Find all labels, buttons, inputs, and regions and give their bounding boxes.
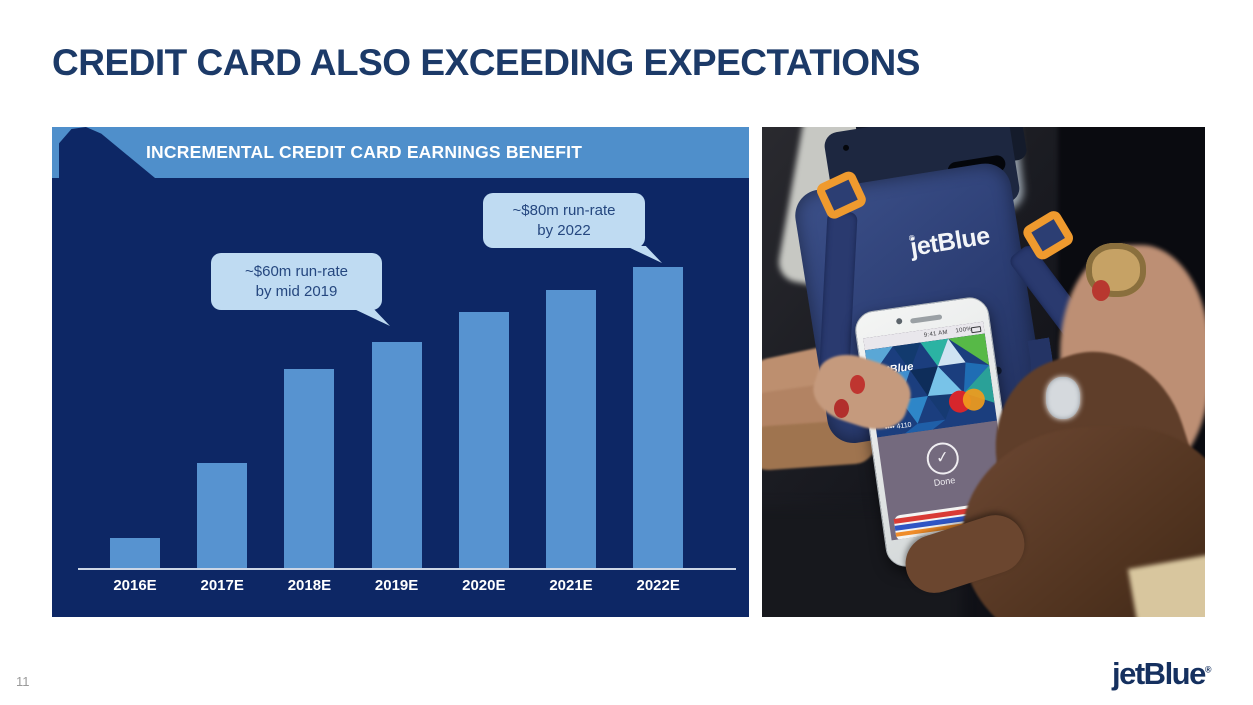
x-tick-label: 2019E	[374, 577, 419, 594]
slide-title: CREDIT CARD ALSO EXCEEDING EXPECTATIONS	[52, 42, 920, 83]
checkmark-icon: ✓	[924, 440, 961, 477]
card-digits: •••• 4110	[885, 422, 913, 433]
chart-header-banner: INCREMENTAL CREDIT CARD EARNINGS BENEFIT	[52, 127, 749, 178]
callout-60m-run-rate: ~$60m run-rate by mid 2019	[211, 253, 382, 310]
bar-2017E	[197, 462, 248, 568]
diamond-ring	[1046, 377, 1080, 419]
red-thumbnail	[1092, 280, 1110, 301]
x-tick-label: 2022E	[636, 577, 680, 594]
payment-photo: jetBlue ®	[762, 127, 1205, 617]
x-tick-label: 2021E	[549, 577, 593, 594]
callout-60m-tail	[352, 308, 390, 326]
callout-80m-line1: ~$80m run-rate	[512, 201, 616, 219]
x-axis-line	[78, 568, 736, 570]
bar-2022E	[633, 267, 684, 568]
callout-60m-line2: by mid 2019	[255, 282, 338, 300]
x-tick-label: 2016E	[113, 577, 157, 594]
x-tick-label: 2020E	[462, 577, 506, 594]
bar-2016E	[110, 537, 160, 568]
red-fingernail	[850, 375, 865, 394]
x-tick-label: 2017E	[200, 577, 244, 594]
callout-60m-line1: ~$60m run-rate	[245, 262, 348, 280]
battery-icon	[970, 325, 982, 334]
credit-card-earnings-chart-panel: INCREMENTAL CREDIT CARD EARNINGS BENEFIT…	[52, 127, 749, 617]
page-number: 11	[16, 674, 30, 689]
bar-2020E	[458, 312, 509, 568]
callout-80m-line2: by 2022	[537, 221, 591, 239]
bar-2019E	[371, 342, 422, 568]
chart-title: INCREMENTAL CREDIT CARD EARNINGS BENEFIT	[146, 142, 583, 162]
callout-80m-tail	[626, 246, 662, 263]
bar-2018E	[284, 368, 335, 568]
jetblue-tailfin-icon	[59, 127, 155, 178]
jetblue-logo: jetBlue®	[1112, 656, 1212, 692]
callout-80m-run-rate: ~$80m run-rate by 2022	[483, 193, 645, 248]
red-fingernail	[834, 399, 849, 418]
jetblue-logo-text: jetBlue	[1112, 656, 1206, 691]
registered-mark: ®	[1204, 664, 1212, 675]
bar-2021E	[546, 289, 596, 568]
x-tick-label: 2018E	[287, 577, 332, 594]
